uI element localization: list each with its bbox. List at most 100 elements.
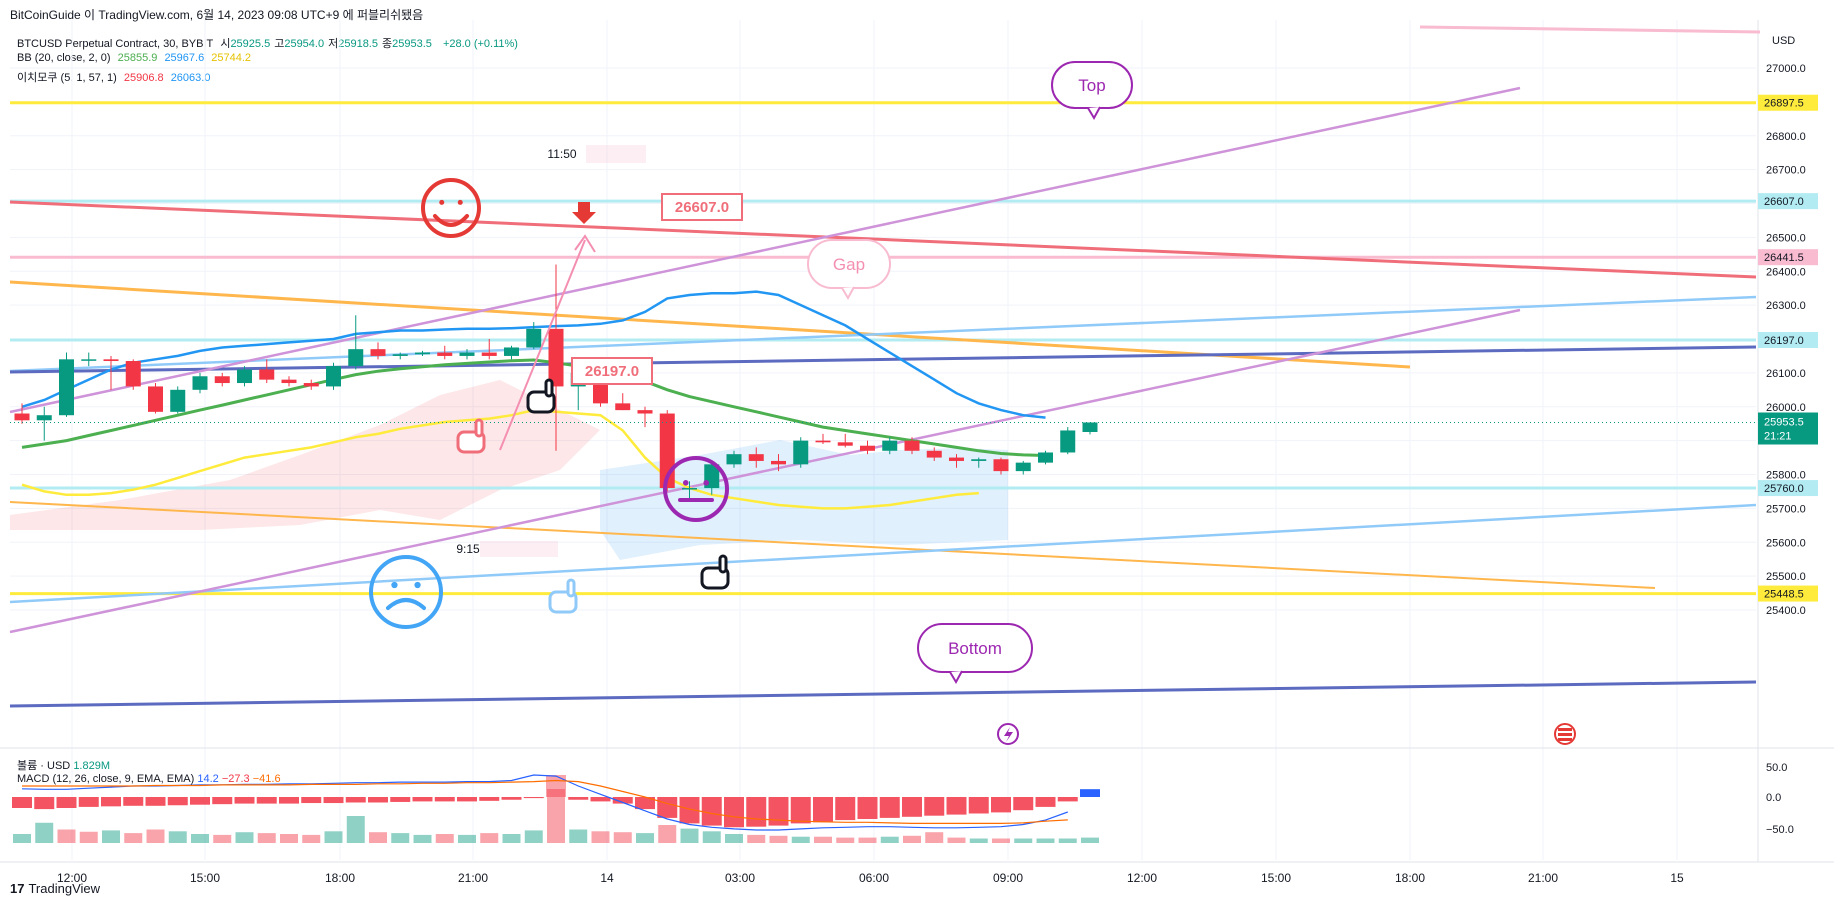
candle[interactable] (103, 355, 119, 390)
macd-hist-bar[interactable] (679, 797, 700, 824)
macd-hist-bar[interactable] (323, 797, 344, 804)
trendline-blue-top[interactable] (9, 295, 1757, 373)
candle[interactable] (192, 372, 208, 394)
volume-bar[interactable] (435, 834, 454, 843)
candle[interactable] (993, 457, 1009, 475)
macd-hist-bar[interactable] (590, 797, 611, 802)
macd-hist-bar[interactable] (457, 797, 477, 802)
volume-bar[interactable] (35, 822, 54, 843)
trendline-orange-top[interactable] (9, 280, 1411, 369)
candle[interactable] (214, 372, 230, 387)
price-tag-annotation[interactable]: 26197.0 (571, 357, 653, 385)
volume-bar[interactable] (324, 831, 343, 843)
trendline-navy-top[interactable] (9, 345, 1757, 374)
symbol-legend[interactable]: BTCUSD Perpetual Contract, 30, BYBIT 시25… (17, 35, 522, 51)
macd-hist-bar[interactable] (1080, 789, 1100, 797)
macd-hist-bar[interactable] (345, 797, 366, 803)
candle[interactable] (615, 393, 631, 411)
volume-bar[interactable] (191, 834, 209, 843)
volume-bar[interactable] (1081, 837, 1099, 843)
volume-bar[interactable] (814, 836, 832, 843)
macd-hist-bar[interactable] (568, 797, 589, 800)
macd-hist-bar[interactable] (123, 797, 144, 806)
trendline-blue-bottom[interactable] (9, 503, 1757, 604)
candle[interactable] (1082, 422, 1098, 435)
price-level-label[interactable]: 26197.0 (1758, 332, 1818, 349)
volume-bar[interactable] (769, 835, 788, 843)
candle[interactable] (481, 339, 497, 360)
volume-bar[interactable] (413, 834, 432, 843)
macd-hist-bar[interactable] (390, 797, 411, 802)
volume-bar[interactable] (168, 831, 187, 843)
volume-bar[interactable] (658, 825, 677, 843)
volume-bar[interactable] (146, 829, 165, 844)
volume-bar[interactable] (213, 834, 232, 843)
candle[interactable] (415, 350, 430, 356)
macd-hist-bar[interactable] (501, 797, 522, 800)
volume-bar[interactable] (903, 835, 921, 843)
volume-bar[interactable] (391, 833, 410, 843)
volume-bar[interactable] (1014, 838, 1033, 844)
macd-hist-bar[interactable] (946, 797, 967, 815)
macd-hist-bar[interactable] (34, 797, 55, 810)
happy-face-icon[interactable] (421, 178, 481, 238)
volume-bar[interactable] (57, 829, 76, 844)
volume-bar[interactable] (880, 836, 899, 843)
candle[interactable] (793, 437, 809, 468)
macd-hist-bar[interactable] (190, 797, 210, 805)
macd-hist-bar[interactable] (1035, 797, 1056, 807)
trendline-pink-top[interactable] (1419, 25, 1761, 34)
volume-bar[interactable] (1036, 838, 1055, 844)
candle[interactable] (36, 406, 52, 441)
candle[interactable] (392, 352, 408, 360)
candle[interactable] (59, 352, 74, 417)
macd-hist-bar[interactable] (78, 797, 99, 807)
volume-bar[interactable] (480, 833, 499, 843)
sad-face-icon[interactable] (369, 555, 443, 629)
volume-bar[interactable] (346, 816, 365, 843)
volume-bar[interactable] (257, 833, 276, 843)
trendline-red[interactable] (9, 200, 1757, 279)
macd-hist-bar[interactable] (412, 797, 433, 802)
macd-hist-bar[interactable] (368, 797, 388, 803)
macd-hist-bar[interactable] (968, 797, 989, 814)
macd-hist-bar[interactable] (612, 797, 633, 804)
macd-hist-bar[interactable] (991, 797, 1011, 813)
candle[interactable] (437, 345, 453, 360)
volume-bar[interactable] (102, 830, 120, 843)
volume-bar[interactable] (992, 838, 1010, 844)
macd-hist-bar[interactable] (479, 797, 500, 801)
volume-bar[interactable] (547, 789, 565, 843)
macd-hist-bar[interactable] (746, 797, 767, 827)
volume-bar[interactable] (702, 831, 721, 843)
bb-middle-line[interactable] (21, 358, 1046, 457)
volume-bar[interactable] (591, 831, 610, 843)
macd-hist-bar[interactable] (813, 797, 833, 823)
macd-hist-bar[interactable] (234, 797, 255, 804)
candle[interactable] (1060, 427, 1076, 455)
volume-bar[interactable] (524, 830, 543, 843)
volume-bar[interactable] (858, 837, 877, 843)
candle[interactable] (14, 403, 30, 424)
macd-hist-bar[interactable] (657, 797, 678, 818)
candle[interactable] (326, 362, 341, 390)
candle[interactable] (1015, 460, 1031, 475)
candle[interactable] (504, 345, 519, 360)
us-flag-event-icon[interactable] (1554, 723, 1576, 745)
top-callout[interactable]: Top (1051, 61, 1133, 121)
macd-hist-bar[interactable] (857, 797, 878, 819)
volume-legend[interactable]: 볼륨 · USD 1.829M (17, 757, 110, 773)
bb-lower-line[interactable] (21, 408, 979, 510)
volume-bar[interactable] (569, 829, 588, 844)
volume-bar[interactable] (969, 838, 988, 844)
macd-hist-bar[interactable] (101, 797, 121, 807)
macd-hist-bar[interactable] (279, 797, 299, 804)
tradingview-brand[interactable]: 17 TradingView (10, 881, 100, 896)
candle[interactable] (748, 447, 764, 468)
candle[interactable] (815, 433, 831, 445)
time-axis[interactable]: 12:00 15:00 18:00 21:00 14 03:00 06:00 09:00 12:… (57, 871, 1684, 885)
volume-bar[interactable] (280, 834, 298, 843)
volume-bar[interactable] (925, 832, 944, 843)
candle[interactable] (170, 386, 186, 414)
